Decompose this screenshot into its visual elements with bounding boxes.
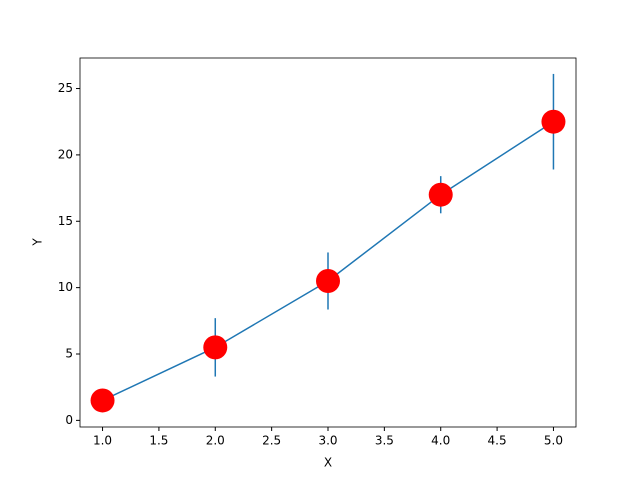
- marker: [90, 388, 115, 413]
- marker: [428, 182, 453, 207]
- x-tick-label: 5.0: [544, 434, 563, 448]
- y-tick-label: 15: [58, 214, 73, 228]
- x-axis-label: X: [324, 456, 332, 470]
- marker: [316, 268, 340, 293]
- x-tick-label: 3.5: [375, 434, 394, 448]
- x-tick-label: 4.0: [431, 434, 450, 448]
- y-tick-label: 20: [58, 147, 73, 161]
- x-tick-label: 1.0: [93, 434, 112, 448]
- x-tick-label: 2.0: [206, 434, 225, 448]
- x-tick-label: 1.5: [149, 434, 168, 448]
- y-axis-label: Y: [31, 238, 45, 247]
- y-tick-label: 25: [58, 81, 73, 95]
- marker: [541, 109, 566, 134]
- y-tick-label: 5: [65, 346, 73, 360]
- x-tick-label: 3.0: [318, 434, 337, 448]
- plot-frame: [79, 57, 577, 428]
- x-tick-label: 4.5: [488, 434, 507, 448]
- y-tick-label: 10: [58, 280, 73, 294]
- marker: [203, 335, 228, 360]
- x-tick-label: 2.5: [262, 434, 281, 448]
- y-tick-label: 0: [65, 413, 73, 427]
